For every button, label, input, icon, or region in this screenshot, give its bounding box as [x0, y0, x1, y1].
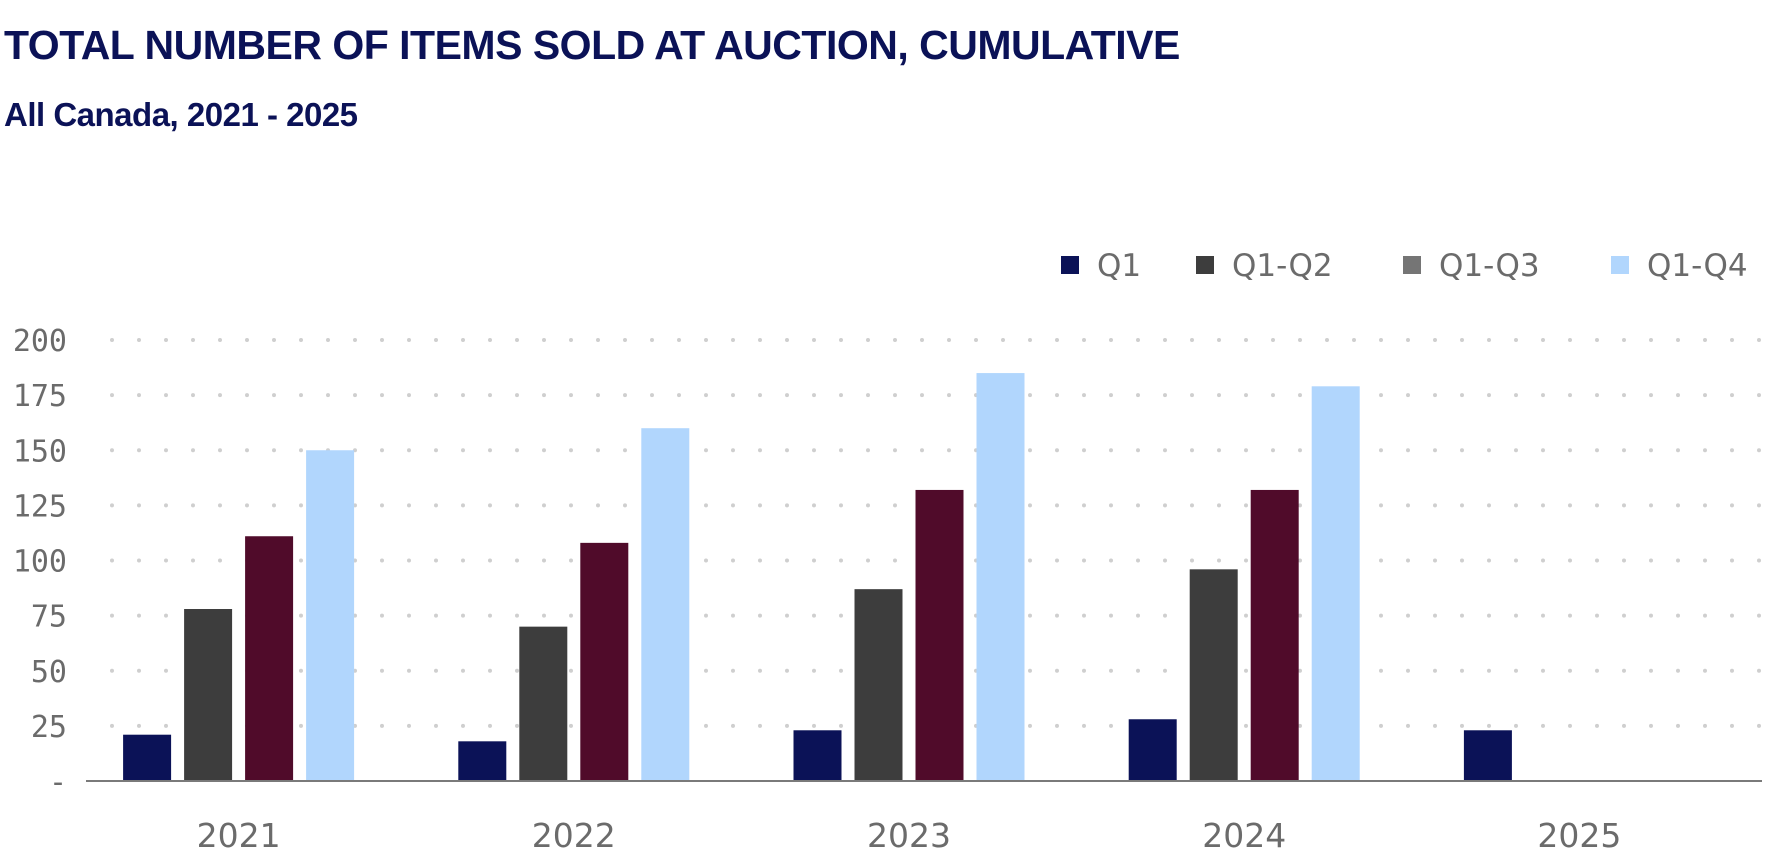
y-axis-ticks: - 25 50 75 100 125 150 175 200 — [13, 324, 67, 800]
bar-q1-q4-2023 — [977, 373, 1025, 781]
x-tick-label: 2022 — [532, 816, 616, 855]
y-tick-label: 100 — [13, 545, 67, 580]
legend-swatch-q1 — [1061, 256, 1079, 274]
legend-swatch-q1-q3 — [1403, 256, 1421, 274]
bar-q1-q3-2022 — [580, 543, 628, 781]
bar-q1-2023 — [794, 730, 842, 781]
legend: Q1 Q1-Q2 Q1-Q3 Q1-Q4 — [1061, 248, 1748, 284]
bar-q1-q4-2022 — [641, 428, 689, 781]
bar-q1-2022 — [458, 741, 506, 781]
bar-q1-q2-2024 — [1190, 569, 1238, 781]
x-tick-label: 2025 — [1537, 816, 1621, 855]
bar-q1-q3-2021 — [245, 536, 293, 781]
y-tick-label: 150 — [13, 434, 67, 469]
bar-q1-q4-2021 — [306, 450, 354, 781]
y-tick-label: 200 — [13, 324, 67, 359]
bar-q1-q4-2024 — [1312, 386, 1360, 781]
bar-q1-q2-2021 — [184, 609, 232, 781]
legend-swatch-q1-q2 — [1196, 256, 1214, 274]
x-tick-label: 2023 — [867, 816, 951, 855]
y-tick-label: 125 — [13, 489, 67, 524]
bars — [123, 373, 1512, 781]
bar-q1-q3-2024 — [1251, 490, 1299, 781]
x-tick-label: 2024 — [1202, 816, 1286, 855]
y-tick-label: 75 — [31, 600, 67, 635]
x-axis-ticks: 2021 2022 2023 2024 2025 — [197, 816, 1622, 855]
y-tick-label: 175 — [13, 379, 67, 414]
x-tick-label: 2021 — [197, 816, 281, 855]
legend-label-q1-q3: Q1-Q3 — [1439, 248, 1540, 284]
y-tick-label: 50 — [31, 655, 67, 690]
y-tick-label: - — [49, 765, 67, 800]
legend-label-q1: Q1 — [1097, 248, 1141, 284]
bar-q1-2025 — [1464, 730, 1512, 781]
legend-swatch-q1-q4 — [1611, 256, 1629, 274]
bar-q1-q2-2023 — [855, 589, 903, 781]
bar-q1-2024 — [1129, 719, 1177, 781]
bar-q1-2021 — [123, 735, 171, 781]
legend-label-q1-q2: Q1-Q2 — [1232, 248, 1333, 284]
y-tick-label: 25 — [31, 710, 67, 745]
legend-label-q1-q4: Q1-Q4 — [1647, 248, 1748, 284]
bar-q1-q2-2022 — [519, 627, 567, 781]
bar-q1-q3-2023 — [916, 490, 964, 781]
